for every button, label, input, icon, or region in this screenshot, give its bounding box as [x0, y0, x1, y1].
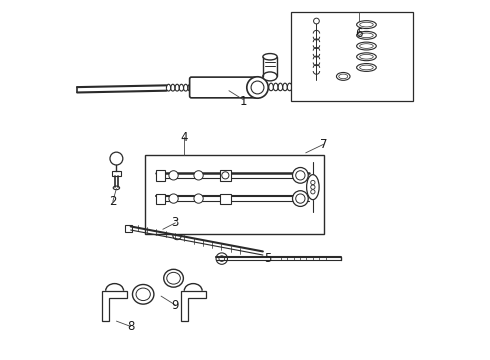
Ellipse shape — [339, 74, 348, 79]
Circle shape — [173, 231, 181, 240]
Ellipse shape — [113, 186, 120, 190]
Polygon shape — [181, 291, 206, 321]
Circle shape — [296, 194, 305, 203]
Circle shape — [110, 152, 123, 165]
Ellipse shape — [263, 54, 277, 60]
Ellipse shape — [357, 21, 376, 28]
Text: 7: 7 — [320, 138, 327, 151]
Text: 1: 1 — [240, 95, 247, 108]
Ellipse shape — [167, 273, 180, 284]
Circle shape — [219, 256, 224, 261]
Circle shape — [222, 172, 229, 179]
Ellipse shape — [132, 284, 154, 304]
Bar — [220, 194, 231, 204]
Circle shape — [311, 190, 315, 194]
Ellipse shape — [357, 64, 376, 71]
Bar — [156, 170, 165, 181]
Ellipse shape — [357, 31, 376, 39]
Circle shape — [169, 171, 178, 180]
Text: 3: 3 — [172, 216, 179, 229]
Ellipse shape — [263, 72, 277, 81]
Ellipse shape — [337, 72, 350, 80]
Circle shape — [216, 253, 227, 264]
Bar — [156, 194, 165, 204]
Text: 5: 5 — [265, 252, 272, 265]
Ellipse shape — [307, 175, 319, 200]
Polygon shape — [145, 155, 323, 234]
Ellipse shape — [360, 65, 373, 70]
Circle shape — [314, 18, 319, 24]
Text: 9: 9 — [172, 298, 179, 311]
Circle shape — [311, 180, 315, 185]
Circle shape — [293, 191, 308, 206]
Circle shape — [311, 185, 315, 189]
Ellipse shape — [360, 44, 373, 48]
Circle shape — [251, 81, 264, 94]
Text: 6: 6 — [356, 27, 363, 40]
Text: 8: 8 — [127, 320, 134, 333]
Bar — [112, 171, 121, 176]
Circle shape — [247, 77, 268, 98]
Circle shape — [169, 194, 178, 203]
Ellipse shape — [357, 42, 376, 50]
Ellipse shape — [360, 54, 373, 59]
Polygon shape — [102, 291, 127, 321]
Circle shape — [194, 194, 203, 203]
Circle shape — [194, 171, 203, 180]
Circle shape — [293, 167, 308, 183]
Ellipse shape — [360, 22, 373, 27]
Text: 2: 2 — [109, 195, 117, 208]
Ellipse shape — [164, 269, 183, 287]
Ellipse shape — [136, 288, 150, 301]
Polygon shape — [292, 12, 413, 102]
Text: 4: 4 — [180, 131, 188, 144]
Circle shape — [296, 171, 305, 180]
Bar — [125, 225, 132, 232]
Ellipse shape — [357, 53, 376, 61]
Bar — [220, 170, 231, 181]
Ellipse shape — [360, 33, 373, 38]
FancyBboxPatch shape — [190, 77, 258, 98]
